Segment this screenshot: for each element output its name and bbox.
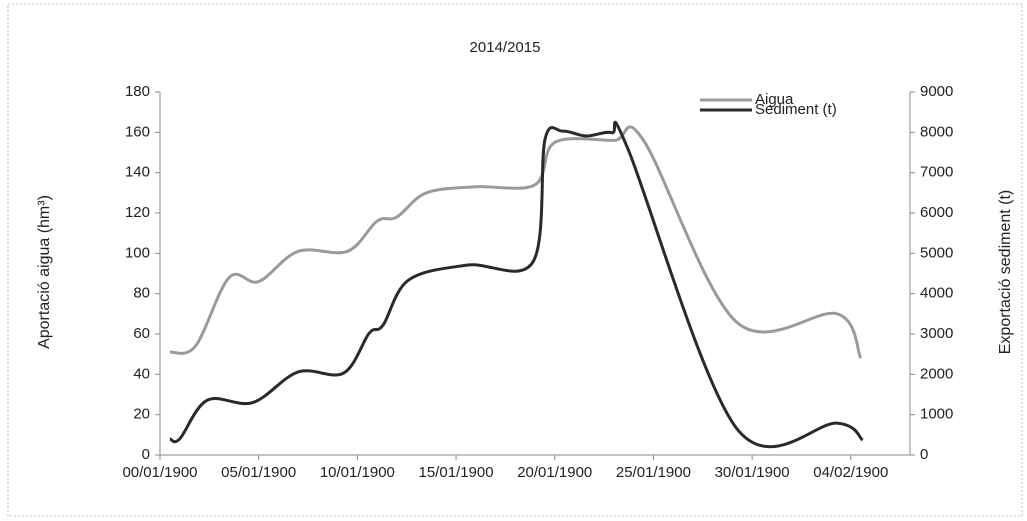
y-axis-label: Aportació aigua (hm³) — [36, 195, 53, 349]
x-tick-label: 04/02/1900 — [813, 464, 888, 481]
y-tick-label: 60 — [133, 325, 150, 342]
x-tick-label: 15/01/1900 — [419, 464, 494, 481]
y-tick-label: 100 — [125, 244, 150, 261]
y2-axis-label: Exportació sediment (t) — [997, 190, 1014, 355]
x-tick-label: 25/01/1900 — [616, 464, 691, 481]
x-tick-label: 30/01/1900 — [715, 464, 790, 481]
y-tick-label: 180 — [125, 83, 150, 100]
legend-label: Aigua — [755, 91, 794, 108]
y-tick-label: 40 — [133, 365, 150, 382]
series-line — [169, 125, 863, 359]
y2-tick-label: 8000 — [920, 123, 953, 140]
y-tick-label: 0 — [142, 446, 150, 463]
y2-tick-label: 4000 — [920, 285, 953, 302]
y2-tick-label: 0 — [920, 446, 928, 463]
y2-tick-label: 9000 — [920, 83, 953, 100]
chart-title: 2014/2015 — [470, 39, 541, 56]
x-tick-label: 20/01/1900 — [517, 464, 592, 481]
y-tick-label: 120 — [125, 204, 150, 221]
y-tick-label: 140 — [125, 164, 150, 181]
y-tick-label: 20 — [133, 406, 150, 423]
y2-tick-label: 6000 — [920, 204, 953, 221]
y-tick-label: 160 — [125, 123, 150, 140]
y2-tick-label: 7000 — [920, 164, 953, 181]
y2-tick-label: 5000 — [920, 244, 953, 261]
frame — [7, 3, 1023, 517]
x-tick-label: 05/01/1900 — [221, 464, 296, 481]
x-tick-label: 00/01/1900 — [122, 464, 197, 481]
series-line — [169, 120, 864, 449]
y-tick-label: 80 — [133, 285, 150, 302]
y2-tick-label: 2000 — [920, 365, 953, 382]
y2-tick-label: 1000 — [920, 406, 953, 423]
x-tick-label: 10/01/1900 — [320, 464, 395, 481]
y2-tick-label: 3000 — [920, 325, 953, 342]
legend-label: Sediment (t) — [755, 101, 837, 118]
